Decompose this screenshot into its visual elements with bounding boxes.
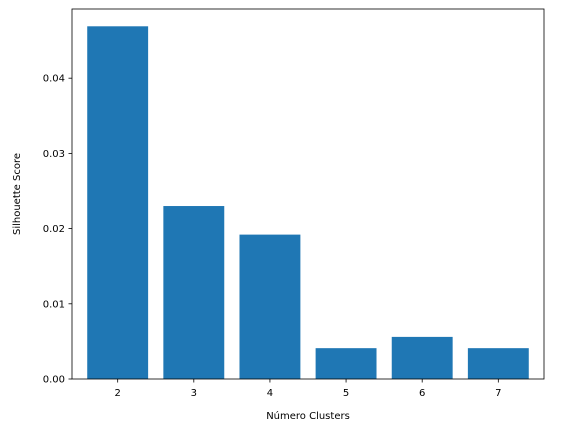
y-tick-label: 0.04 bbox=[43, 74, 65, 85]
plot-frame bbox=[71, 8, 545, 380]
bar-5 bbox=[315, 348, 377, 379]
x-tick-label: 4 bbox=[267, 388, 273, 399]
bar-6 bbox=[391, 336, 453, 379]
x-tick-label: 5 bbox=[343, 388, 349, 399]
bar-2 bbox=[87, 26, 149, 379]
y-axis-label: Silhouette Score bbox=[12, 153, 23, 235]
x-tick-label: 2 bbox=[114, 388, 120, 399]
bar-4 bbox=[239, 234, 301, 379]
x-tick-label: 6 bbox=[419, 388, 425, 399]
y-tick-label: 0.02 bbox=[43, 224, 65, 235]
bar-7 bbox=[467, 348, 529, 379]
bars-group bbox=[87, 26, 529, 379]
y-tick-label: 0.03 bbox=[43, 149, 65, 160]
x-axis-ticks: 2 3 4 5 6 7 bbox=[114, 379, 502, 399]
bar-3 bbox=[163, 206, 225, 379]
x-axis-label: Número Clusters bbox=[266, 410, 350, 422]
y-tick-label: 0.00 bbox=[43, 375, 65, 386]
y-axis-ticks: 0.00 0.01 0.02 0.03 0.04 bbox=[43, 74, 72, 386]
x-tick-label: 7 bbox=[495, 388, 501, 399]
y-tick-label: 0.01 bbox=[43, 299, 65, 310]
x-tick-label: 3 bbox=[191, 388, 197, 399]
